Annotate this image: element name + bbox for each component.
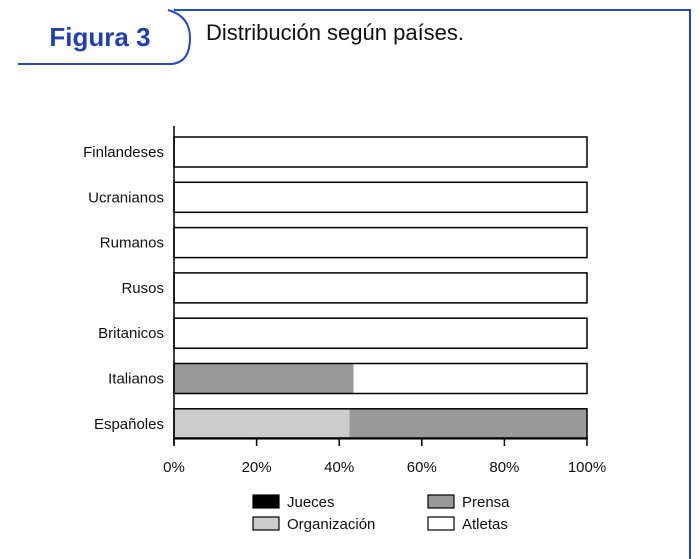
bar-britanicos-atletas (174, 318, 587, 349)
x-tick-label: 80% (489, 459, 519, 476)
x-tick-label: 0% (163, 459, 185, 476)
category-label: Finlandeses (83, 144, 164, 161)
legend-label-jueces: Jueces (287, 494, 335, 511)
x-tick-label: 40% (324, 459, 354, 476)
legend-label-organización: Organización (287, 516, 375, 533)
legend-label-atletas: Atletas (462, 516, 508, 533)
bar-ucranianos-atletas (174, 182, 587, 213)
category-label: Italianos (108, 371, 164, 388)
legend-swatch-organización (252, 516, 280, 531)
x-tick-label: 100% (568, 459, 606, 476)
legend-swatch-atletas (427, 516, 455, 531)
x-tick-label: 60% (407, 459, 437, 476)
category-label: Ucranianos (88, 189, 164, 206)
bar-finlandeses-atletas (174, 137, 587, 167)
bars-layer (173, 136, 588, 440)
axes-layer: Finlandeses Ucranianos Rumanos Rusos Britani… (83, 126, 606, 476)
legend-swatch-prensa (427, 494, 455, 509)
figure-label-tab (18, 9, 192, 65)
legend-label-prensa: Prensa (462, 494, 510, 511)
figure-title: Distribución según países. (206, 20, 465, 45)
bar-italianos-atletas (353, 363, 587, 394)
bar-italianos-prensa (174, 363, 354, 394)
frame-border (174, 9, 691, 559)
legend: Jueces Organización Prensa Atletas (252, 494, 510, 533)
bar-rumanos-atletas (174, 227, 587, 258)
category-label: Rumanos (100, 235, 164, 252)
category-label: Españoles (94, 416, 164, 433)
bar-españoles-prensa (349, 408, 587, 439)
bar-españoles-organización (174, 408, 350, 439)
x-tick-label: 20% (242, 459, 272, 476)
category-label: Rusos (121, 280, 164, 297)
legend-swatch-jueces (252, 494, 280, 509)
bar-rusos-atletas (174, 272, 587, 303)
figure-label: Figura 3 (49, 22, 151, 52)
category-label: Britanicos (98, 325, 164, 342)
